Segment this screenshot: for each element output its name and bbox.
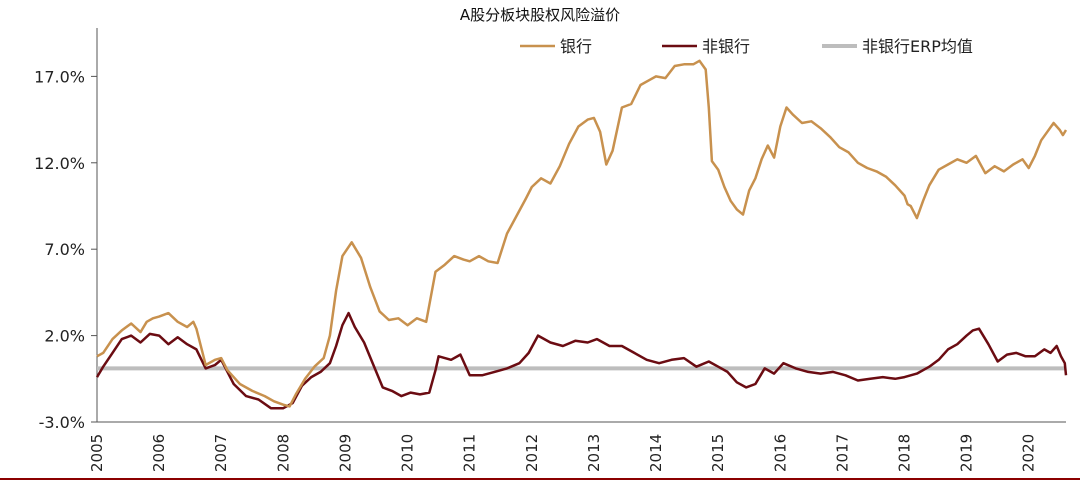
x-tick-label: 2020: [1020, 434, 1038, 472]
x-tick-label: 2006: [150, 434, 168, 472]
x-tick-label: 2014: [647, 434, 665, 472]
x-tick-label: 2017: [833, 434, 851, 472]
x-tick-label: 2007: [212, 434, 230, 472]
chart-title: A股分板块股权风险溢价: [460, 6, 620, 24]
y-tick-label: 12.0%: [34, 154, 85, 173]
x-tick-label: 2016: [771, 434, 789, 472]
axes: -3.0% 2.0% 7.0% 12.0% 17.0% 2005 2006 2007 2008 2…: [34, 28, 1066, 472]
legend-label-bank: 银行: [560, 37, 592, 56]
y-tick-label: 7.0%: [44, 240, 85, 259]
series-line-nonbank: [95, 311, 1068, 410]
x-tick-label: 2018: [896, 434, 914, 472]
legend: 银行 非银行 非银行ERP均值: [520, 37, 973, 56]
x-tick-label: 2009: [336, 434, 354, 472]
x-tick-label: 2010: [399, 434, 417, 472]
x-tick-label: 2019: [958, 434, 976, 472]
x-tick-label: 2013: [585, 434, 603, 472]
x-tick-label: 2012: [523, 434, 541, 472]
y-tick-label: -3.0%: [39, 413, 85, 432]
y-tick-label: 17.0%: [34, 67, 85, 86]
series-layer: [95, 59, 1068, 410]
y-tick-label: 2.0%: [44, 327, 85, 346]
x-tick-label: 2015: [709, 434, 727, 472]
series-line-bank: [96, 59, 1068, 408]
x-tick-label: 2011: [461, 434, 479, 472]
legend-label-nonbank: 非银行: [702, 37, 750, 56]
x-tick-label: 2005: [88, 434, 106, 472]
x-tick-label: 2008: [274, 434, 292, 472]
legend-label-erp: 非银行ERP均值: [862, 37, 973, 56]
